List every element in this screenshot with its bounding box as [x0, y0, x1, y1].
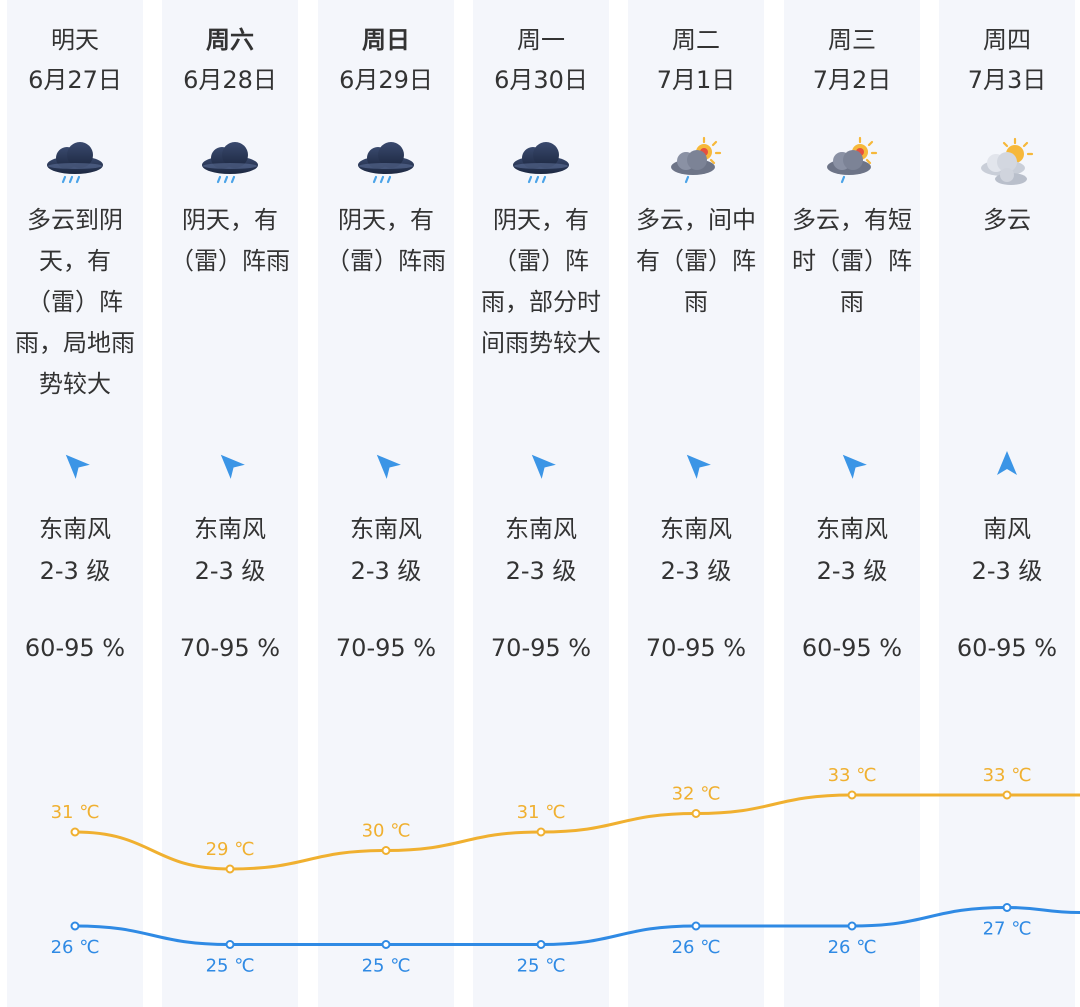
wind-direction-label: 东南风 — [194, 515, 266, 543]
sun-cloud-rain-icon — [822, 134, 882, 194]
weather-description-line: （雷）阵雨 — [170, 247, 290, 275]
weather-description-line: 阴天，有 — [338, 206, 434, 234]
humidity-range: 60-95 % — [801, 634, 903, 662]
humidity-range: 60-95 % — [956, 634, 1058, 662]
day-date: 7月2日 — [812, 66, 892, 94]
sun-cloud-rain-icon — [666, 134, 726, 194]
wind-level: 2-3 级 — [816, 557, 888, 585]
weather-description-line: 时（雷）阵 — [792, 247, 912, 275]
weather-description-line: 多云到阴 — [27, 206, 123, 234]
day-name: 周一 — [517, 26, 565, 54]
thunderstorm-cloud-icon — [200, 134, 260, 194]
weather-description: 阴天，有 （雷）阵 雨，部分时 间雨势较大 — [473, 200, 609, 364]
weather-description-line: 有（雷）阵 — [636, 247, 756, 275]
weather-description-line: 雨，部分时 — [481, 288, 601, 316]
day-date: 6月29日 — [339, 66, 433, 94]
weather-description-line: 天，有 — [39, 247, 111, 275]
wind-direction-label: 东南风 — [505, 515, 577, 543]
day-date: 6月30日 — [494, 66, 588, 94]
weather-description-line: 阴天，有 — [182, 206, 278, 234]
day-name: 周日 — [362, 26, 410, 54]
humidity-range: 70-95 % — [179, 634, 281, 662]
forecast-day-column[interactable]: 周四 7月3日 多云 南风 2-3 级 60-95 % — [939, 0, 1075, 1007]
weather-description-line: 多云，有短 — [792, 206, 912, 234]
wind-direction-southeast-icon — [212, 446, 248, 482]
humidity-range: 70-95 % — [335, 634, 437, 662]
weather-description-line: 间雨势较大 — [481, 329, 601, 357]
wind-level: 2-3 级 — [505, 557, 577, 585]
weather-description-line: （雷）阵 — [27, 288, 123, 316]
weather-description: 多云到阴 天，有 （雷）阵 雨，局地雨 势较大 — [7, 200, 143, 405]
wind-direction-label: 东南风 — [816, 515, 888, 543]
wind-level: 2-3 级 — [660, 557, 732, 585]
partly-cloudy-icon — [977, 134, 1037, 194]
day-name: 周六 — [206, 26, 254, 54]
thunderstorm-cloud-icon — [45, 134, 105, 194]
wind-direction-label: 东南风 — [350, 515, 422, 543]
weather-description: 阴天，有 （雷）阵雨 — [162, 200, 298, 282]
weather-description-line: （雷）阵雨 — [326, 247, 446, 275]
wind-direction-southeast-icon — [678, 446, 714, 482]
day-date: 7月1日 — [656, 66, 736, 94]
wind-direction-label: 南风 — [983, 515, 1031, 543]
wind-level: 2-3 级 — [350, 557, 422, 585]
weather-description-line: 势较大 — [39, 370, 111, 398]
weather-description: 阴天，有 （雷）阵雨 — [318, 200, 454, 282]
weather-description: 多云，间中 有（雷）阵 雨 — [628, 200, 764, 323]
forecast-day-column[interactable]: 周二 7月1日 多云，间中 有（雷）阵 雨 东南风 2-3 级 70-95 % — [628, 0, 764, 1007]
weather-description-line: 阴天，有 — [493, 206, 589, 234]
humidity-range: 70-95 % — [645, 634, 747, 662]
wind-direction-south-icon — [989, 446, 1025, 482]
wind-direction-label: 东南风 — [660, 515, 732, 543]
day-date: 6月28日 — [183, 66, 277, 94]
forecast-day-column[interactable]: 周三 7月2日 多云，有短 时（雷）阵 雨 东南风 2-3 级 60-95 % — [784, 0, 920, 1007]
wind-direction-southeast-icon — [57, 446, 93, 482]
forecast-day-column[interactable]: 周一 6月30日 阴天，有 （雷）阵 雨，部分时 间雨势较大 东南风 2-3 级… — [473, 0, 609, 1007]
day-name: 明天 — [51, 26, 99, 54]
day-name: 周四 — [983, 26, 1031, 54]
forecast-day-column[interactable]: 周日 6月29日 阴天，有 （雷）阵雨 东南风 2-3 级 70-95 % — [318, 0, 454, 1007]
forecast-day-column[interactable]: 明天 6月27日 多云到阴 天，有 （雷）阵 雨，局地雨 势较大 东南风 2-3… — [7, 0, 143, 1007]
day-name: 周二 — [672, 26, 720, 54]
thunderstorm-cloud-icon — [356, 134, 416, 194]
humidity-range: 60-95 % — [24, 634, 126, 662]
wind-level: 2-3 级 — [39, 557, 111, 585]
weather-description-line: 雨 — [840, 288, 864, 316]
day-date: 7月3日 — [967, 66, 1047, 94]
wind-direction-southeast-icon — [523, 446, 559, 482]
weather-description-line: 雨 — [684, 288, 708, 316]
day-date: 6月27日 — [28, 66, 122, 94]
weather-description-line: 多云 — [983, 206, 1031, 234]
weather-description-line: 雨，局地雨 — [15, 329, 135, 357]
wind-direction-southeast-icon — [834, 446, 870, 482]
wind-level: 2-3 级 — [194, 557, 266, 585]
wind-level: 2-3 级 — [971, 557, 1043, 585]
weather-description: 多云 — [939, 200, 1075, 241]
forecast-day-column[interactable]: 周六 6月28日 阴天，有 （雷）阵雨 东南风 2-3 级 70-95 % — [162, 0, 298, 1007]
day-name: 周三 — [828, 26, 876, 54]
wind-direction-label: 东南风 — [39, 515, 111, 543]
weather-description-line: 多云，间中 — [636, 206, 756, 234]
wind-direction-southeast-icon — [368, 446, 404, 482]
thunderstorm-cloud-icon — [511, 134, 571, 194]
weather-description: 多云，有短 时（雷）阵 雨 — [784, 200, 920, 323]
humidity-range: 70-95 % — [490, 634, 592, 662]
weather-description-line: （雷）阵 — [493, 247, 589, 275]
